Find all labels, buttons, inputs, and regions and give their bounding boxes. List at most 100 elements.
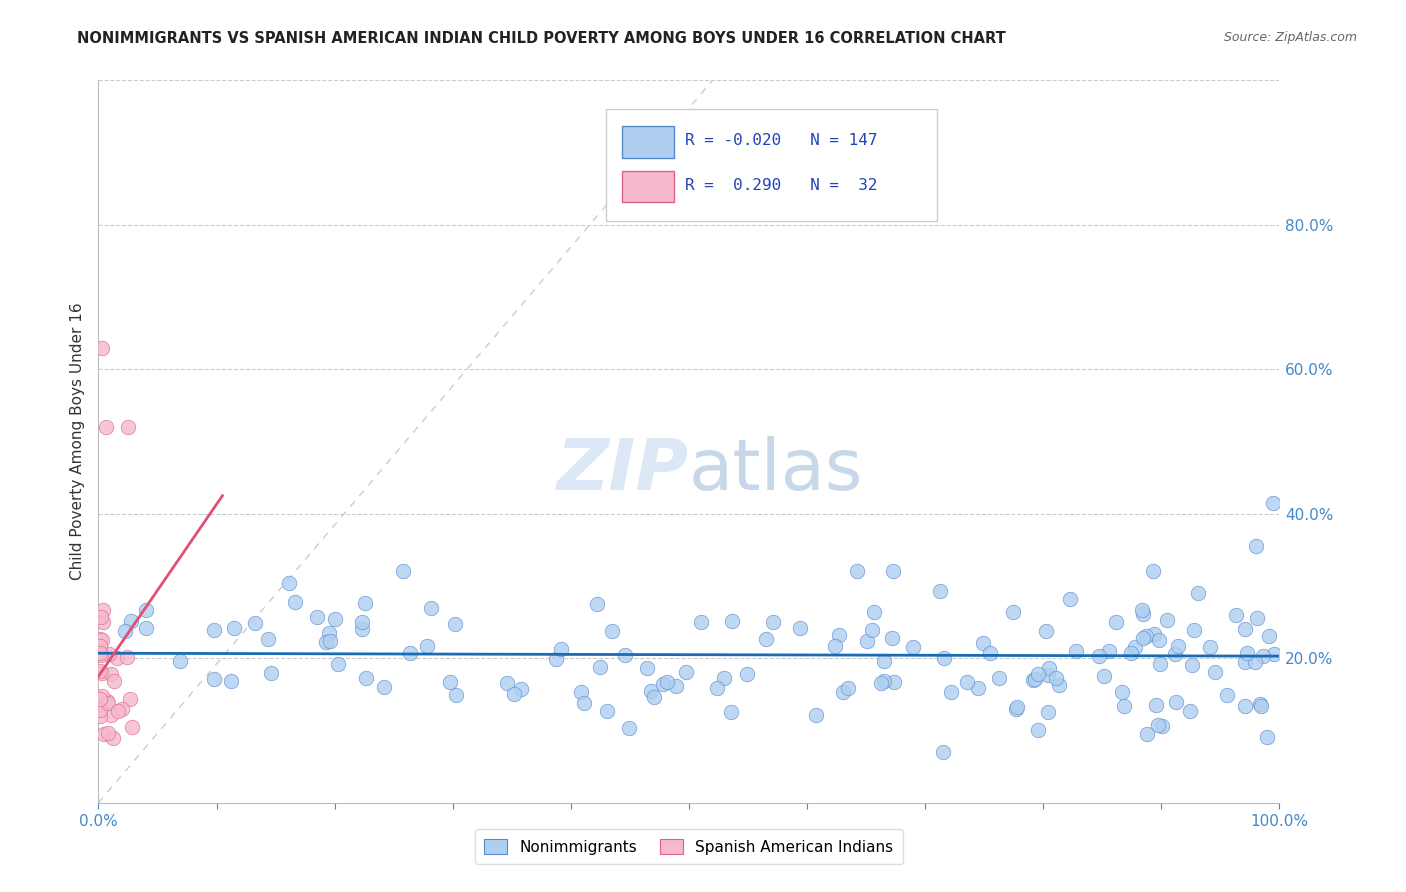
Point: [1263, 647, 1285, 661]
Point: [284, 594, 307, 608]
Point: [1028, 667, 1050, 681]
Point: [1064, 644, 1087, 658]
Point: [1216, 689, 1239, 703]
Point: [224, 622, 246, 636]
Point: [91, 633, 114, 648]
Point: [824, 639, 846, 653]
Point: [350, 623, 373, 637]
Point: [1105, 615, 1128, 630]
Point: [91, 665, 114, 680]
Point: [315, 635, 337, 649]
Point: [837, 681, 859, 695]
Point: [219, 673, 242, 688]
Point: [97, 697, 120, 711]
Text: atlas: atlas: [689, 436, 863, 505]
Point: [1256, 730, 1278, 744]
Point: [94, 420, 117, 434]
Point: [1152, 719, 1174, 733]
Point: [101, 731, 124, 745]
Point: [1234, 656, 1257, 670]
Point: [966, 681, 988, 695]
Point: [202, 672, 225, 686]
Point: [373, 680, 395, 694]
Legend: Nonimmigrants, Spanish American Indians: Nonimmigrants, Spanish American Indians: [475, 830, 903, 863]
Point: [883, 674, 905, 689]
Point: [572, 696, 595, 710]
Point: [1164, 648, 1187, 662]
Point: [880, 631, 903, 645]
Point: [1142, 564, 1164, 578]
Point: [96, 694, 118, 708]
Point: [1156, 614, 1178, 628]
Point: [1143, 627, 1166, 641]
Point: [319, 634, 342, 648]
Text: R =  0.290   N =  32: R = 0.290 N = 32: [685, 178, 877, 194]
Point: [872, 674, 894, 689]
Point: [135, 603, 157, 617]
Point: [114, 624, 136, 639]
Point: [1047, 678, 1070, 692]
Point: [91, 341, 114, 355]
Point: [278, 576, 301, 591]
Point: [1024, 672, 1046, 686]
Point: [120, 614, 142, 628]
Point: [762, 615, 785, 629]
Point: [1166, 695, 1188, 709]
Point: [503, 687, 526, 701]
Point: [675, 665, 697, 680]
Point: [1225, 608, 1247, 623]
Point: [444, 617, 467, 632]
Point: [789, 621, 811, 635]
Point: [665, 679, 688, 693]
Point: [640, 684, 662, 698]
Point: [89, 691, 111, 706]
Point: [318, 626, 340, 640]
Point: [870, 676, 893, 690]
Point: [737, 666, 759, 681]
Point: [1199, 640, 1222, 654]
Point: [1038, 661, 1060, 675]
Point: [1258, 629, 1281, 643]
Point: [1035, 624, 1057, 638]
Point: [354, 672, 377, 686]
Point: [1246, 610, 1268, 624]
FancyBboxPatch shape: [606, 109, 936, 221]
Point: [1251, 648, 1274, 663]
Point: [260, 665, 283, 680]
Point: [655, 675, 678, 690]
Point: [569, 684, 592, 698]
Point: [1233, 699, 1256, 714]
Point: [804, 708, 827, 723]
Point: [444, 688, 467, 702]
Point: [89, 664, 111, 678]
Point: [1119, 646, 1142, 660]
Point: [1181, 657, 1204, 672]
Point: [1147, 718, 1170, 732]
Point: [1112, 698, 1135, 713]
Point: [392, 564, 415, 578]
Point: [832, 685, 855, 699]
Point: [117, 420, 139, 434]
Point: [1038, 705, 1060, 719]
Point: [107, 704, 129, 718]
Point: [1125, 640, 1147, 655]
Point: [1182, 623, 1205, 637]
Point: [1135, 629, 1157, 643]
Point: [1002, 605, 1025, 619]
Point: [882, 564, 904, 578]
Point: [636, 661, 658, 675]
Point: [115, 650, 138, 665]
Point: [987, 671, 1010, 685]
Point: [972, 636, 994, 650]
Point: [90, 690, 112, 704]
Point: [1136, 726, 1159, 740]
Point: [1005, 702, 1028, 716]
Point: [713, 671, 735, 685]
Point: [1132, 631, 1154, 645]
Point: [755, 632, 778, 646]
Point: [1132, 607, 1154, 622]
Point: [135, 621, 157, 635]
Point: [399, 647, 422, 661]
Point: [1005, 699, 1028, 714]
Point: [651, 676, 673, 690]
